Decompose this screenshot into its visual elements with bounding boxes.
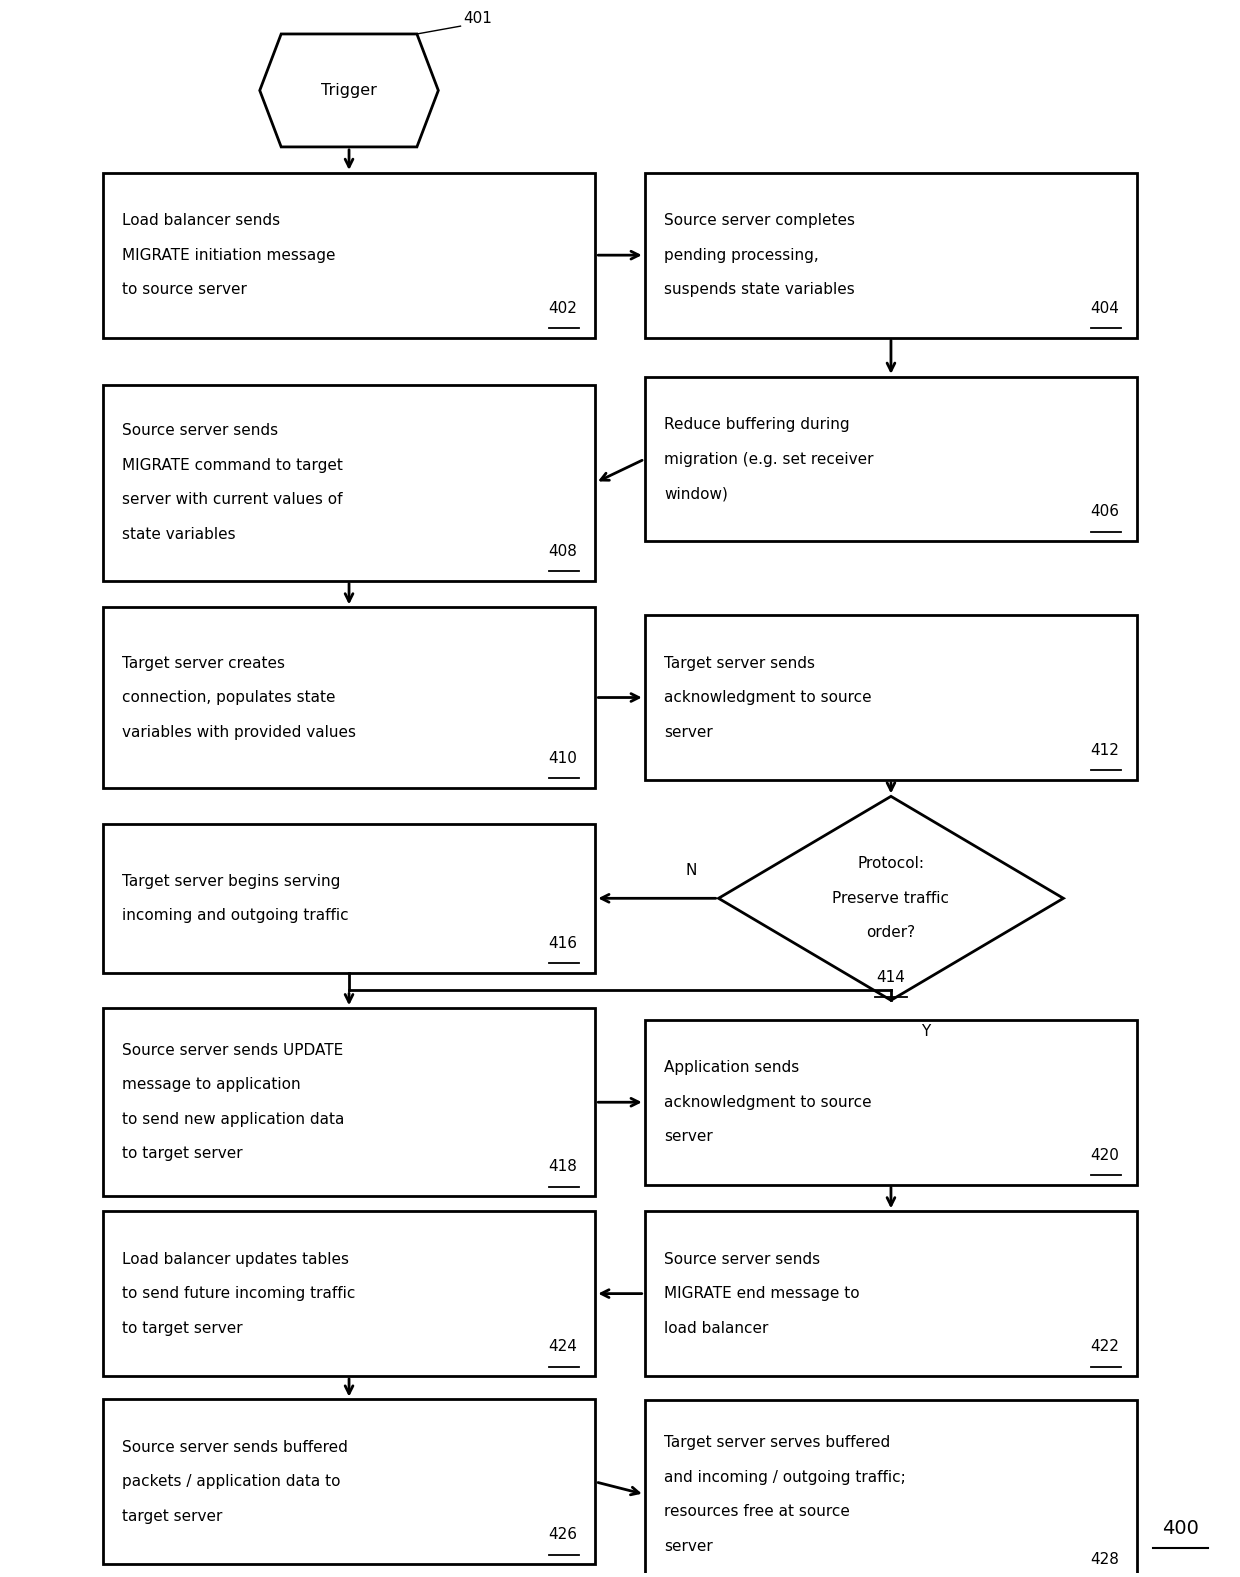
Text: 408: 408 <box>548 544 577 558</box>
Text: state variables: state variables <box>123 527 236 542</box>
Bar <box>645 615 1137 781</box>
Bar <box>645 1400 1137 1577</box>
Text: 400: 400 <box>1162 1519 1199 1539</box>
Text: Trigger: Trigger <box>321 84 377 98</box>
Text: MIGRATE command to target: MIGRATE command to target <box>123 457 343 473</box>
Text: 410: 410 <box>548 751 577 766</box>
Text: 424: 424 <box>548 1339 577 1355</box>
Text: acknowledgment to source: acknowledgment to source <box>665 1094 872 1110</box>
Text: 426: 426 <box>548 1527 577 1542</box>
Text: order?: order? <box>867 926 915 940</box>
Text: message to application: message to application <box>123 1077 301 1093</box>
Polygon shape <box>259 35 438 147</box>
Text: server: server <box>665 1129 713 1145</box>
Text: window): window) <box>665 486 728 501</box>
Text: packets / application data to: packets / application data to <box>123 1474 341 1489</box>
Text: load balancer: load balancer <box>665 1320 769 1336</box>
Text: Source server sends UPDATE: Source server sends UPDATE <box>123 1042 343 1058</box>
Text: pending processing,: pending processing, <box>665 248 820 263</box>
Text: migration (e.g. set receiver: migration (e.g. set receiver <box>665 451 874 467</box>
Text: incoming and outgoing traffic: incoming and outgoing traffic <box>123 908 348 923</box>
Text: Source server completes: Source server completes <box>665 213 856 229</box>
Text: Application sends: Application sends <box>665 1060 800 1076</box>
Bar <box>103 607 595 788</box>
Text: target server: target server <box>123 1509 223 1523</box>
Text: 414: 414 <box>877 970 905 984</box>
Text: Source server sends: Source server sends <box>123 423 279 438</box>
Text: to target server: to target server <box>123 1320 243 1336</box>
Bar <box>103 385 595 580</box>
Text: to send future incoming traffic: to send future incoming traffic <box>123 1287 356 1301</box>
Text: 401: 401 <box>463 11 492 27</box>
Bar <box>645 1020 1137 1184</box>
Bar <box>103 173 595 337</box>
Text: server: server <box>665 1539 713 1553</box>
Text: Reduce buffering during: Reduce buffering during <box>665 416 849 432</box>
Text: 404: 404 <box>1090 301 1118 315</box>
Text: to target server: to target server <box>123 1146 243 1162</box>
Bar <box>645 173 1137 337</box>
Bar <box>103 1008 595 1197</box>
Text: server with current values of: server with current values of <box>123 492 343 508</box>
Bar <box>645 1211 1137 1377</box>
Text: Load balancer updates tables: Load balancer updates tables <box>123 1252 350 1266</box>
Text: Target server creates: Target server creates <box>123 656 285 670</box>
Text: to send new application data: to send new application data <box>123 1112 345 1128</box>
Text: 422: 422 <box>1090 1339 1118 1355</box>
Text: suspends state variables: suspends state variables <box>665 282 856 296</box>
Bar <box>103 1211 595 1377</box>
Bar <box>645 377 1137 541</box>
Text: 402: 402 <box>548 301 577 315</box>
Text: 418: 418 <box>548 1159 577 1175</box>
Text: server: server <box>665 724 713 740</box>
Text: Target server begins serving: Target server begins serving <box>123 874 341 888</box>
Text: MIGRATE end message to: MIGRATE end message to <box>665 1287 861 1301</box>
Polygon shape <box>718 796 1064 1000</box>
Bar <box>103 823 595 973</box>
Text: Load balancer sends: Load balancer sends <box>123 213 280 229</box>
Text: Target server sends: Target server sends <box>665 656 816 670</box>
Text: N: N <box>686 863 697 877</box>
Text: variables with provided values: variables with provided values <box>123 724 356 740</box>
Text: resources free at source: resources free at source <box>665 1504 851 1519</box>
Bar <box>103 1399 595 1564</box>
Text: 416: 416 <box>548 935 577 951</box>
Text: to source server: to source server <box>123 282 247 296</box>
Text: Y: Y <box>921 1023 930 1039</box>
Text: 406: 406 <box>1090 505 1118 519</box>
Text: acknowledgment to source: acknowledgment to source <box>665 691 872 705</box>
Text: 412: 412 <box>1090 743 1118 759</box>
Text: 420: 420 <box>1090 1148 1118 1162</box>
Text: Source server sends: Source server sends <box>665 1252 821 1266</box>
Text: Preserve traffic: Preserve traffic <box>832 891 950 905</box>
Text: Target server serves buffered: Target server serves buffered <box>665 1435 890 1451</box>
Text: connection, populates state: connection, populates state <box>123 691 336 705</box>
Text: and incoming / outgoing traffic;: and incoming / outgoing traffic; <box>665 1470 906 1484</box>
Text: Source server sends buffered: Source server sends buffered <box>123 1440 348 1456</box>
Text: 428: 428 <box>1090 1552 1118 1566</box>
Text: Protocol:: Protocol: <box>858 856 925 872</box>
Text: MIGRATE initiation message: MIGRATE initiation message <box>123 248 336 263</box>
